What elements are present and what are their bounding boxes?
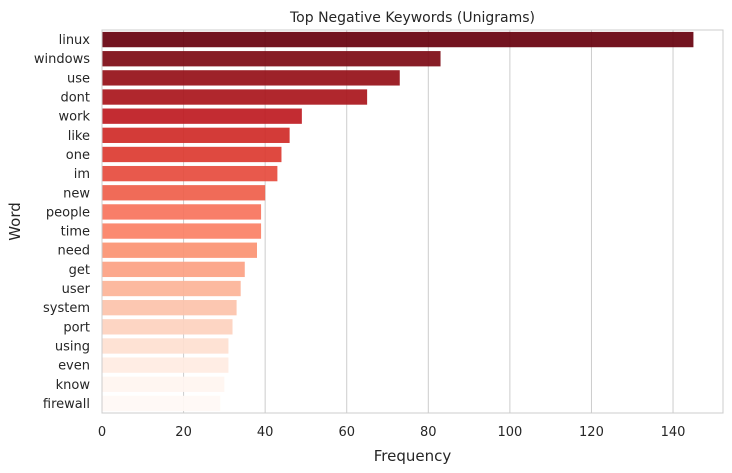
- bar-user: [102, 280, 241, 297]
- y-axis-label: Word: [6, 202, 24, 241]
- x-tick-labels: 0 20 40 60 80 100 120 140: [98, 425, 686, 440]
- bar-need: [102, 242, 257, 258]
- bar-know: [102, 376, 225, 392]
- bar-new: [102, 185, 266, 201]
- bar-get: [102, 261, 245, 278]
- y-tick-label: work: [59, 110, 91, 125]
- y-tick-label: one: [66, 148, 90, 163]
- x-tick-label: 40: [257, 425, 274, 440]
- y-tick-label: people: [46, 205, 90, 220]
- bar-dont: [102, 89, 368, 105]
- y-tick-label: user: [62, 282, 91, 297]
- y-tick-label: windows: [34, 52, 90, 67]
- bar-windows: [102, 51, 441, 67]
- bar-work: [102, 108, 302, 124]
- y-tick-label: dont: [60, 91, 90, 106]
- bar-like: [102, 127, 290, 143]
- bar-linux: [102, 31, 694, 48]
- bar-even: [102, 357, 229, 373]
- bar-people: [102, 204, 262, 220]
- bar-one: [102, 146, 282, 163]
- y-tick-label: system: [43, 301, 90, 316]
- bar-using: [102, 338, 229, 354]
- y-tick-label: like: [68, 129, 90, 144]
- bar-firewall: [102, 395, 221, 412]
- x-tick-label: 20: [175, 425, 192, 440]
- bar-im: [102, 165, 278, 182]
- gridlines: [101, 30, 674, 413]
- bar-use: [102, 70, 400, 86]
- x-axis-label: Frequency: [374, 447, 452, 465]
- y-tick-label: port: [63, 320, 90, 335]
- x-tick-label: 120: [579, 425, 604, 440]
- bar-system: [102, 300, 237, 316]
- y-tick-label: time: [61, 225, 90, 240]
- bar-port: [102, 319, 233, 335]
- y-tick-label: using: [55, 339, 90, 354]
- y-tick-label: linux: [59, 33, 91, 48]
- y-tick-label: im: [74, 167, 90, 182]
- bars: [102, 31, 694, 412]
- y-tick-labels: linux windows use dont work like one im new peopl…: [34, 33, 91, 412]
- y-tick-label: new: [63, 186, 90, 201]
- y-tick-label: need: [58, 244, 91, 259]
- y-tick-label: get: [69, 263, 90, 278]
- plot-frame: [101, 29, 724, 414]
- y-tick-label: use: [67, 71, 90, 86]
- y-tick-label: know: [56, 378, 91, 393]
- x-tick-label: 60: [338, 425, 355, 440]
- x-tick-label: 80: [420, 425, 437, 440]
- x-tick-label: 0: [98, 425, 106, 440]
- x-tick-label: 100: [497, 425, 522, 440]
- y-tick-label: even: [58, 359, 90, 374]
- bar-time: [102, 223, 262, 239]
- chart-title: Top Negative Keywords (Unigrams): [289, 10, 535, 26]
- x-tick-label: 140: [661, 425, 686, 440]
- y-tick-label: firewall: [43, 397, 90, 412]
